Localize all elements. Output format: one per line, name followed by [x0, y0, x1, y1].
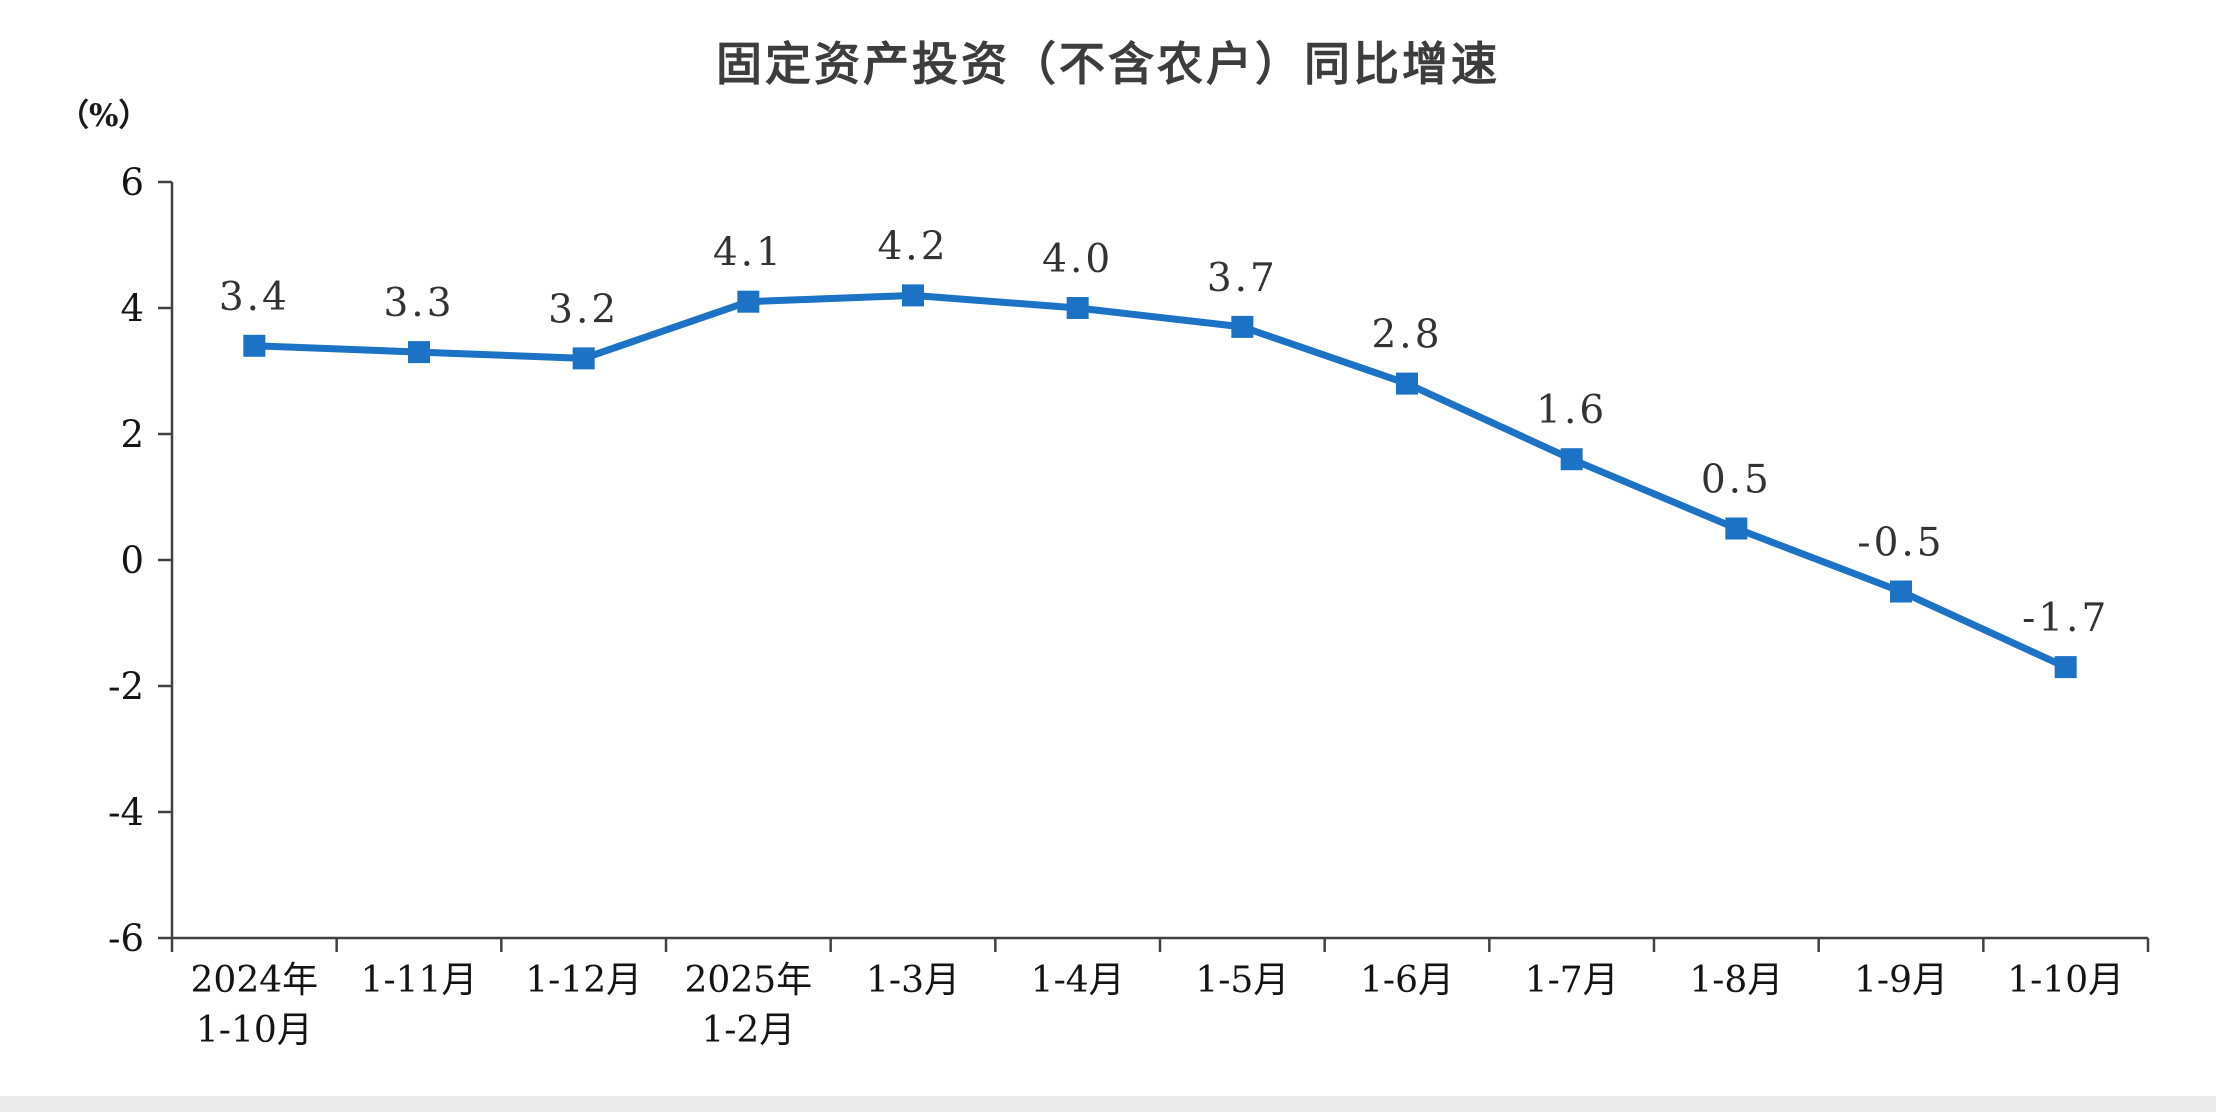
data-point-marker: [2054, 656, 2077, 679]
x-tick-label: 1-5月: [1195, 960, 1289, 1001]
x-tick-label: 1-10月: [196, 1010, 313, 1051]
y-tick-label: 0: [120, 539, 144, 582]
data-point-label: 3.4: [219, 275, 290, 320]
y-tick-label: -6: [108, 917, 144, 960]
data-point-marker: [408, 341, 430, 364]
data-point-marker: [1396, 372, 1418, 395]
x-tick-label: 2025年: [685, 960, 813, 1001]
data-point-label: -0.5: [1857, 521, 1944, 566]
data-point-label: 4.0: [1042, 237, 1113, 282]
x-tick-label: 1-10月: [2007, 960, 2124, 1001]
data-point-marker: [902, 284, 924, 307]
x-tick-label: 1-11月: [361, 960, 478, 1001]
x-tick-label: 1-9月: [1854, 960, 1948, 1001]
data-point-marker: [737, 290, 760, 313]
data-point-marker: [1890, 580, 1912, 603]
data-point-marker: [1725, 517, 1748, 540]
x-tick-label: 1-7月: [1525, 960, 1619, 1001]
data-point-label: 3.7: [1207, 256, 1278, 301]
x-tick-label: 1-4月: [1031, 960, 1125, 1001]
data-point-label: 3.2: [548, 287, 619, 332]
x-tick-label: 1-2月: [701, 1010, 795, 1051]
data-point-label: 3.3: [383, 281, 454, 326]
data-point-label: -1.7: [2022, 596, 2109, 641]
data-point-marker: [1560, 448, 1583, 471]
y-tick-label: -2: [108, 665, 144, 708]
y-axis-unit-label: （%）: [58, 98, 150, 134]
y-tick-label: 6: [120, 161, 144, 204]
data-point-label: 0.5: [1701, 458, 1772, 503]
page-bottom-strip: [0, 1096, 2216, 1112]
y-tick-label: 2: [120, 413, 144, 456]
data-point-label: 4.2: [877, 224, 948, 269]
data-point-marker: [1066, 297, 1089, 319]
x-tick-label: 1-3月: [866, 960, 960, 1001]
y-tick-label: 4: [120, 287, 144, 330]
data-point-label: 4.1: [713, 231, 784, 276]
x-tick-label: 1-12月: [525, 960, 642, 1001]
data-point-marker: [572, 347, 595, 370]
data-point-label: 2.8: [1371, 313, 1442, 358]
data-point-label: 1.6: [1536, 388, 1607, 433]
data-point-marker: [1231, 315, 1254, 338]
data-point-marker: [243, 334, 266, 357]
chart-title: 固定资产投资（不含农户）同比增速: [716, 38, 1500, 90]
y-tick-label: -4: [108, 791, 144, 834]
x-tick-label: 1-6月: [1360, 960, 1454, 1001]
x-tick-label: 1-8月: [1689, 960, 1783, 1001]
series-line: [250, 291, 2070, 671]
x-tick-label: 2024年: [191, 960, 319, 1001]
